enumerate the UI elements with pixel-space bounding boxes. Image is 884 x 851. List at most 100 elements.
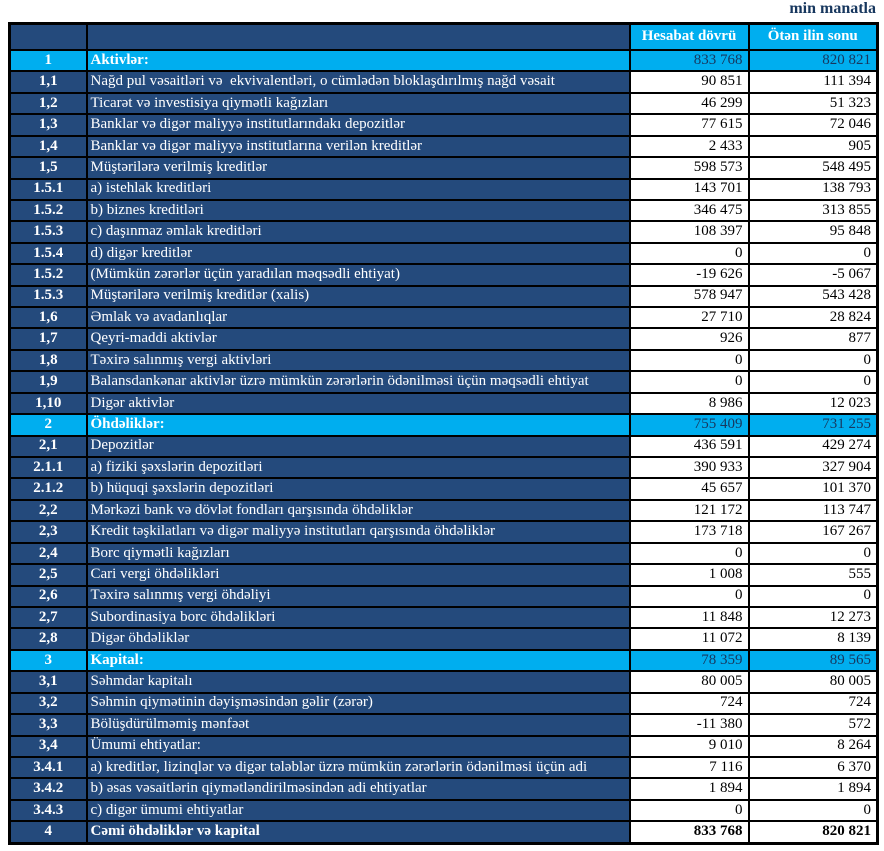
row-value-current: 90 851 (628, 70, 750, 94)
row-value-previous: 8 264 (747, 734, 879, 758)
row-number: 1,8 (8, 348, 88, 373)
row-value-previous: 820 821 (747, 820, 879, 845)
row-value-current: 173 718 (628, 520, 750, 544)
row-value-previous: 72 046 (747, 113, 879, 137)
row-label: (Mümkün zərərlər üçün yaradılan məqsədli… (85, 263, 631, 287)
row-number: 1.5.4 (8, 241, 88, 266)
table-row: 3,3 Bölüşdürülməmiş mənfəət -11 380 572 (8, 713, 879, 737)
row-label: c) digər ümumi ehtiyatlar (85, 798, 631, 823)
row-value-current: 0 (628, 584, 750, 608)
row-value-current: 108 397 (628, 220, 750, 244)
row-number: 1,1 (8, 70, 88, 94)
table-row: 1,3 Banklar və digər maliyyə institutlar… (8, 113, 879, 137)
row-value-previous: 101 370 (747, 477, 879, 501)
table-row: 1,1 Nağd pul vəsaitləri və ekvivalentlər… (8, 70, 879, 94)
row-label: Ticarət və investisiya qiymətli kağızlar… (85, 91, 631, 116)
row-label: Cari vergi öhdəlikləri (85, 563, 631, 587)
table-row: 1.5.3 c) daşınmaz əmlak kreditləri 108 3… (8, 220, 879, 244)
table-row: 1,4 Banklar və digər maliyyə institutlar… (8, 134, 879, 159)
row-label: Aktivlər: (85, 48, 631, 73)
row-label: Əmlak və avadanlıqlar (85, 306, 631, 330)
row-label: Digər öhdəliklər (85, 627, 631, 651)
row-value-previous: 543 428 (747, 284, 879, 309)
row-value-previous: 724 (747, 691, 879, 716)
row-value-current: 77 615 (628, 113, 750, 137)
row-number: 2 (8, 413, 88, 437)
row-value-current: 833 768 (628, 48, 750, 73)
row-number: 2,1 (8, 434, 88, 459)
row-label: Nağd pul vəsaitləri və ekvivalentləri, o… (85, 70, 631, 94)
row-value-current: 0 (628, 348, 750, 373)
table-row: 2,1 Depozitlər 436 591 429 274 (8, 434, 879, 459)
row-number: 3,4 (8, 734, 88, 758)
row-number: 1,6 (8, 306, 88, 330)
row-number: 1.5.1 (8, 177, 88, 201)
row-number: 1.5.2 (8, 263, 88, 287)
table-row: 2,3 Kredit təşkilatları və digər maliyyə… (8, 520, 879, 544)
row-value-previous: 0 (747, 798, 879, 823)
row-value-current: 46 299 (628, 91, 750, 116)
header-current-period: Hesabat dövrü (628, 22, 750, 51)
row-value-previous: 877 (747, 327, 879, 351)
row-number: 1,9 (8, 370, 88, 394)
row-label: Təxirə salınmış vergi öhdəliyi (85, 584, 631, 608)
table-row: 2,7 Subordinasiya borc öhdəlikləri 11 84… (8, 605, 879, 630)
row-label: Müştərilərə verilmiş kreditlər (xalis) (85, 284, 631, 309)
row-number: 1.5.3 (8, 220, 88, 244)
row-label: b) hüquqi şəxslərin depozitləri (85, 477, 631, 501)
row-label: Səhmdar kapitalı (85, 670, 631, 694)
unit-label: min manatla (789, 0, 876, 17)
row-number: 3.4.1 (8, 755, 88, 780)
table-row: 1,2 Ticarət və investisiya qiymətli kağı… (8, 91, 879, 116)
row-value-current: 78 359 (628, 648, 750, 673)
row-number: 3,2 (8, 691, 88, 716)
table-row: 2.1.1 a) fiziki şəxslərin depozitləri 39… (8, 455, 879, 480)
row-number: 2.1.1 (8, 455, 88, 480)
row-label: b) biznes kreditləri (85, 198, 631, 223)
row-value-current: 27 710 (628, 306, 750, 330)
row-value-previous: 167 267 (747, 520, 879, 544)
row-value-previous: 548 495 (747, 156, 879, 180)
row-value-current: 143 701 (628, 177, 750, 201)
row-label: Depozitlər (85, 434, 631, 459)
header-row: Hesabat dövrü Ötən ilin sonu (8, 22, 879, 51)
row-value-previous: 731 255 (747, 413, 879, 437)
table-row: 3.4.1 a) kreditlər, lizinqlər və digər t… (8, 755, 879, 780)
row-label: Balansdankənar aktivlər üzrə mümkün zərə… (85, 370, 631, 394)
row-number: 1,4 (8, 134, 88, 159)
row-label: a) fiziki şəxslərin depozitləri (85, 455, 631, 480)
row-number: 1,7 (8, 327, 88, 351)
row-value-current: -11 380 (628, 713, 750, 737)
row-number: 2,7 (8, 605, 88, 630)
row-number: 1.5.2 (8, 198, 88, 223)
row-label: Cəmi öhdəliklər və kapital (85, 820, 631, 845)
table-row: 1,8 Təxirə salınmış vergi aktivləri 0 0 (8, 348, 879, 373)
row-label: c) daşınmaz əmlak kreditləri (85, 220, 631, 244)
row-value-current: 11 848 (628, 605, 750, 630)
row-value-previous: 0 (747, 348, 879, 373)
table-row: 3,1 Səhmdar kapitalı 80 005 80 005 (8, 670, 879, 694)
table-row: 1,10 Digər aktivlər 8 986 12 023 (8, 391, 879, 416)
row-label: Ümumi ehtiyatlar: (85, 734, 631, 758)
table-row: 2.1.2 b) hüquqi şəxslərin depozitləri 45… (8, 477, 879, 501)
row-value-previous: 12 273 (747, 605, 879, 630)
row-value-previous: 89 565 (747, 648, 879, 673)
row-value-previous: -5 067 (747, 263, 879, 287)
table-row: 1.5.1 a) istehlak kreditləri 143 701 138… (8, 177, 879, 201)
table-row: 1.5.2 (Mümkün zərərlər üçün yaradılan mə… (8, 263, 879, 287)
row-label: Banklar və digər maliyyə institutlarına … (85, 134, 631, 159)
row-number: 2,8 (8, 627, 88, 651)
table-row: 2,2 Mərkəzi bank və dövlət fondları qarş… (8, 498, 879, 523)
row-label: Bölüşdürülməmiş mənfəət (85, 713, 631, 737)
row-value-previous: 51 323 (747, 91, 879, 116)
row-number: 2.1.2 (8, 477, 88, 501)
row-value-previous: 1 894 (747, 777, 879, 801)
row-number: 1,2 (8, 91, 88, 116)
row-value-current: 0 (628, 370, 750, 394)
header-previous-period: Ötən ilin sonu (747, 22, 879, 51)
table-body: 1 Aktivlər: 833 768 820 821 1,1 Nağd pul… (8, 48, 879, 845)
row-value-previous: 8 139 (747, 627, 879, 651)
row-label: a) istehlak kreditləri (85, 177, 631, 201)
row-value-previous: 12 023 (747, 391, 879, 416)
